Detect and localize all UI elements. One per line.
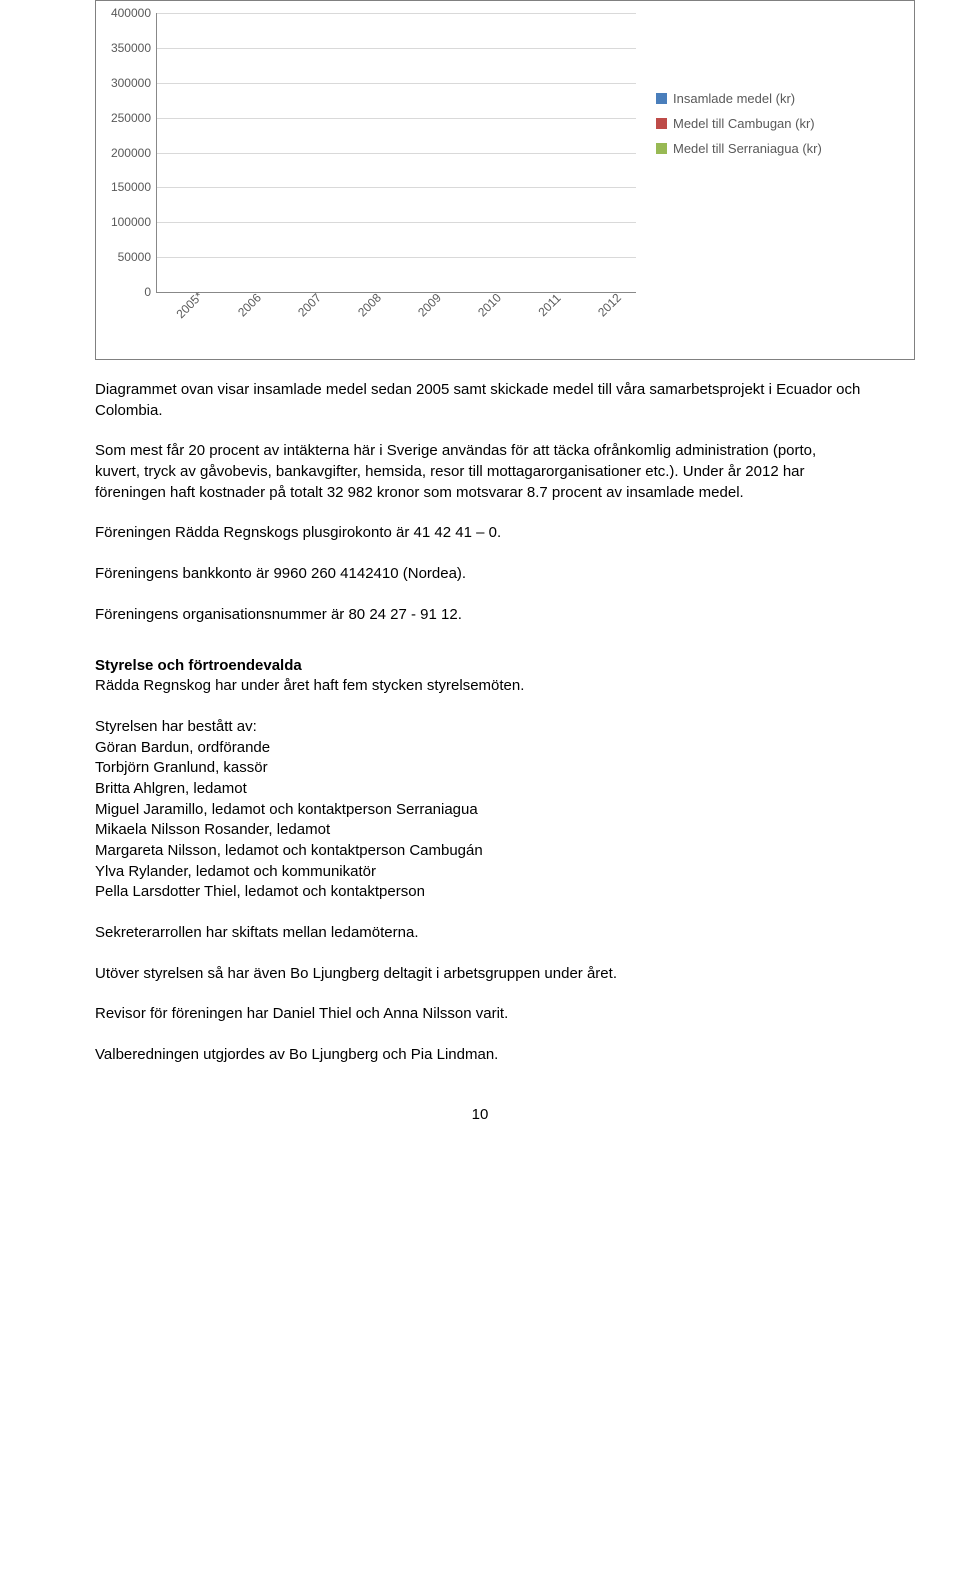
legend-swatch-icon xyxy=(656,118,667,129)
paragraph: Revisor för föreningen har Daniel Thiel … xyxy=(95,1004,865,1025)
board-member: Britta Ahlgren, ledamot xyxy=(95,779,865,800)
board-member: Göran Bardun, ordförande xyxy=(95,738,865,759)
board-member: Ylva Rylander, ledamot och kommunikatör xyxy=(95,862,865,883)
y-tick-label: 250000 xyxy=(111,111,157,125)
y-tick-label: 150000 xyxy=(111,180,157,194)
y-tick-label: 350000 xyxy=(111,41,157,55)
paragraph: Föreningens organisationsnummer är 80 24… xyxy=(95,605,865,626)
funds-chart: 0500001000001500002000002500003000003500… xyxy=(95,0,915,360)
board-member: Mikaela Nilsson Rosander, ledamot xyxy=(95,820,865,841)
caption-paragraph: Diagrammet ovan visar insamlade medel se… xyxy=(95,380,865,421)
paragraph: Valberedningen utgjordes av Bo Ljungberg… xyxy=(95,1045,865,1066)
section-heading: Styrelse och förtroendevalda xyxy=(95,657,302,674)
board-member: Torbjörn Granlund, kassör xyxy=(95,758,865,779)
y-tick-label: 200000 xyxy=(111,146,157,160)
document-body: Diagrammet ovan visar insamlade medel se… xyxy=(95,380,865,1066)
y-tick-label: 50000 xyxy=(118,250,157,264)
paragraph: Föreningens bankkonto är 9960 260 414241… xyxy=(95,564,865,585)
paragraph: Föreningen Rädda Regnskogs plusgirokonto… xyxy=(95,523,865,544)
y-tick-label: 300000 xyxy=(111,76,157,90)
board-member: Miguel Jaramillo, ledamot och kontaktper… xyxy=(95,800,865,821)
legend-item: Insamlade medel (kr) xyxy=(656,91,822,106)
board-member: Pella Larsdotter Thiel, ledamot och kont… xyxy=(95,882,865,903)
paragraph: Sekreterarrollen har skiftats mellan led… xyxy=(95,923,865,944)
legend-item: Medel till Serraniagua (kr) xyxy=(656,141,822,156)
paragraph: Utöver styrelsen så har även Bo Ljungber… xyxy=(95,964,865,985)
paragraph: Rädda Regnskog har under året haft fem s… xyxy=(95,676,865,697)
legend-swatch-icon xyxy=(656,93,667,104)
y-tick-label: 400000 xyxy=(111,6,157,20)
legend-label: Medel till Serraniagua (kr) xyxy=(673,141,822,156)
chart-legend: Insamlade medel (kr) Medel till Cambugan … xyxy=(656,91,822,166)
legend-item: Medel till Cambugan (kr) xyxy=(656,116,822,131)
legend-label: Insamlade medel (kr) xyxy=(673,91,795,106)
y-tick-label: 100000 xyxy=(111,215,157,229)
board-intro: Styrelsen har bestått av: xyxy=(95,717,865,738)
board-member: Margareta Nilsson, ledamot och kontaktpe… xyxy=(95,841,865,862)
legend-label: Medel till Cambugan (kr) xyxy=(673,116,815,131)
page-number: 10 xyxy=(95,1106,865,1123)
paragraph: Som mest får 20 procent av intäkterna hä… xyxy=(95,441,865,503)
legend-swatch-icon xyxy=(656,143,667,154)
